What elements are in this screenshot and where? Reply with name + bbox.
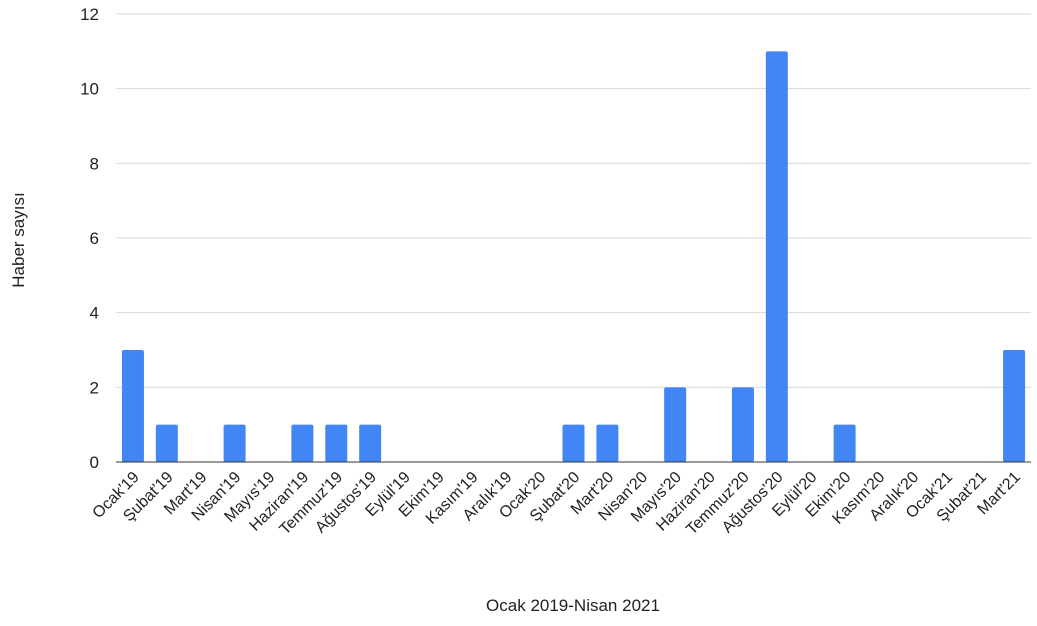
- y-tick-label: 2: [90, 378, 99, 397]
- bar: [664, 387, 687, 462]
- gridlines: [116, 13, 1031, 388]
- y-tick-label: 6: [90, 229, 99, 248]
- x-axis-ticks: Ocak'19Şubat'19Mart'19Nisan'19Mayıs'19Ha…: [90, 469, 1024, 539]
- bar: [1003, 350, 1026, 462]
- bar: [121, 350, 144, 462]
- y-tick-label: 10: [80, 80, 99, 99]
- bar: [765, 51, 788, 462]
- y-tick-label: 8: [90, 154, 99, 173]
- y-axis-title: Haber sayısı: [9, 192, 28, 287]
- bar: [325, 424, 348, 462]
- y-tick-label: 0: [90, 453, 99, 472]
- bar: [731, 387, 754, 462]
- y-axis-ticks: 0 2 4 6 8 10 12: [80, 5, 99, 472]
- bar: [155, 424, 178, 462]
- bar: [833, 424, 856, 462]
- bar: [223, 424, 246, 462]
- x-axis-title: Ocak 2019-Nisan 2021: [486, 596, 660, 615]
- y-tick-label: 4: [90, 304, 99, 323]
- bar: [359, 424, 382, 462]
- bar: [596, 424, 619, 462]
- bars: [121, 51, 1026, 462]
- bar: [291, 424, 314, 462]
- y-tick-label: 12: [80, 5, 99, 24]
- bar: [562, 424, 585, 462]
